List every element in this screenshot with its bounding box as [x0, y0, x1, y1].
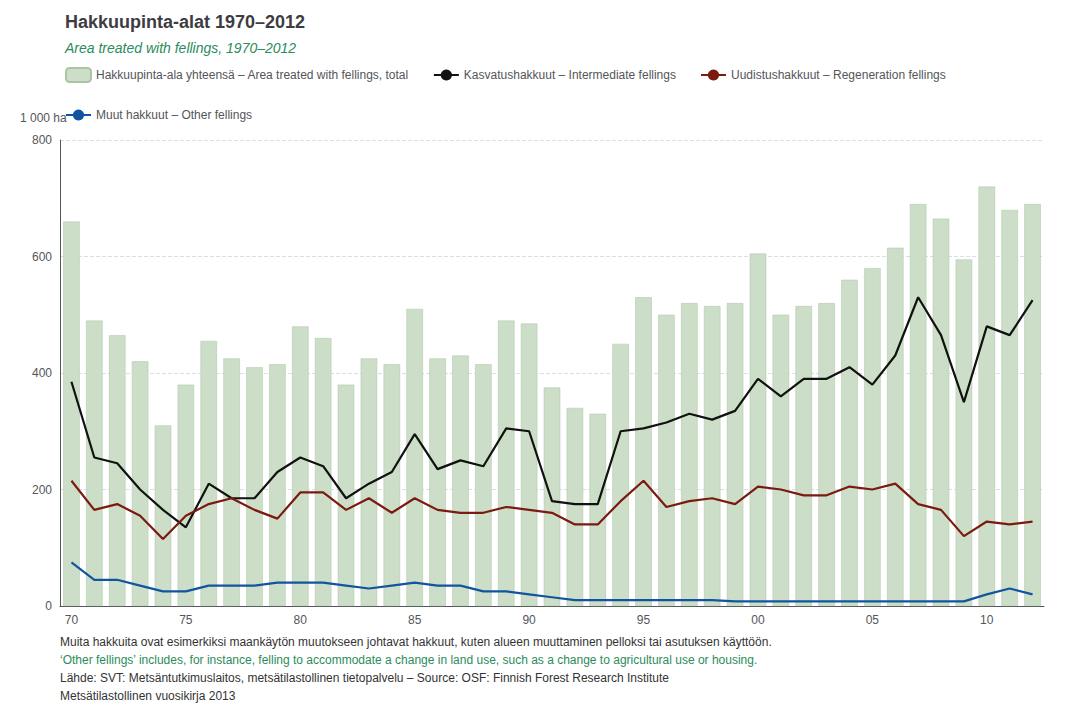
svg-text:75: 75 [179, 613, 193, 627]
svg-text:‘Other fellings’ includes, for: ‘Other fellings’ includes, for instance,… [60, 653, 757, 667]
svg-text:Muut hakkuut – Other fellings: Muut hakkuut – Other fellings [96, 108, 252, 122]
svg-text:Hakkuupinta-alat 1970–2012: Hakkuupinta-alat 1970–2012 [65, 12, 305, 32]
svg-text:05: 05 [866, 613, 880, 627]
svg-text:80: 80 [294, 613, 308, 627]
svg-text:0: 0 [45, 599, 52, 613]
svg-text:00: 00 [751, 613, 765, 627]
svg-text:70: 70 [65, 613, 79, 627]
svg-text:Hakkuupinta-ala yhteensä – Are: Hakkuupinta-ala yhteensä – Area treated … [96, 68, 408, 82]
svg-text:Muita hakkuita ovat esimerkiks: Muita hakkuita ovat esimerkiksi maankäyt… [60, 635, 772, 649]
svg-text:Kasvatushakkuut – Intermediate: Kasvatushakkuut – Intermediate fellings [464, 68, 676, 82]
svg-text:1 000 ha: 1 000 ha [20, 111, 67, 125]
svg-text:10: 10 [980, 613, 994, 627]
svg-text:800: 800 [32, 133, 52, 147]
svg-text:400: 400 [32, 366, 52, 380]
svg-text:Area treated with fellings, 19: Area treated with fellings, 1970–2012 [64, 40, 296, 56]
svg-text:90: 90 [522, 613, 536, 627]
svg-text:85: 85 [408, 613, 422, 627]
svg-text:600: 600 [32, 250, 52, 264]
svg-text:200: 200 [32, 483, 52, 497]
svg-text:Lähde: SVT: Metsäntutkimuslait: Lähde: SVT: Metsäntutkimuslaitos, metsät… [60, 671, 669, 685]
svg-text:Metsätilastollinen vuosikirja: Metsätilastollinen vuosikirja 2013 [60, 689, 236, 703]
svg-text:95: 95 [637, 613, 651, 627]
svg-text:Uudistushakkuut – Regeneration: Uudistushakkuut – Regeneration fellings [731, 68, 946, 82]
